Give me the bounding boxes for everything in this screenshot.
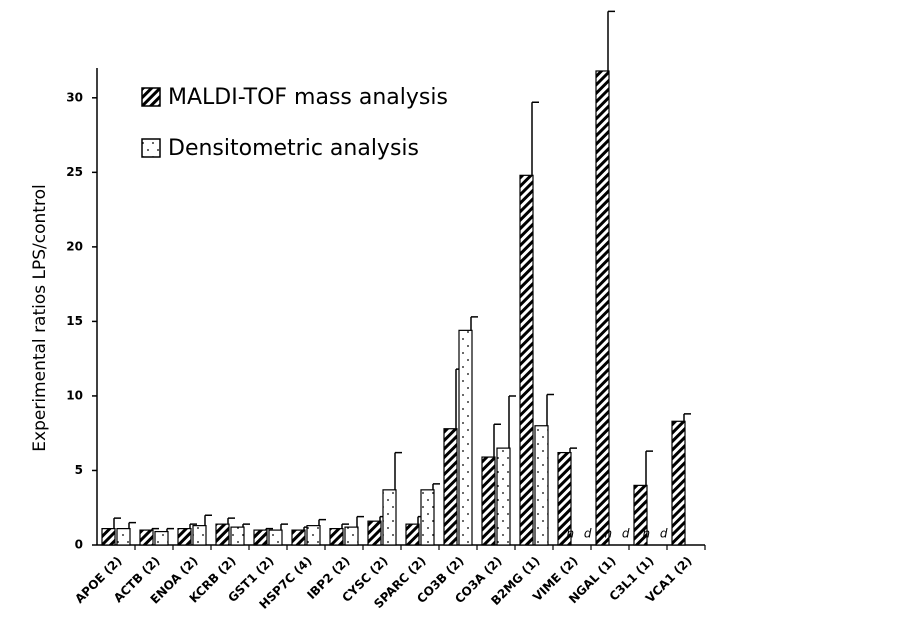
legend-swatch: [141, 138, 161, 158]
legend-label: MALDI-TOF mass analysis: [168, 85, 448, 110]
bar: [268, 529, 283, 546]
bar: [557, 451, 572, 546]
error-bar: [432, 483, 440, 490]
bar: [116, 528, 131, 546]
bar: [405, 523, 420, 546]
bar: [534, 425, 549, 546]
bar: [595, 70, 610, 546]
y-tick-label: 10: [66, 388, 83, 402]
bar: [420, 489, 435, 546]
y-tick-label: 25: [66, 165, 83, 179]
bar: [306, 525, 321, 546]
error-bar: [546, 393, 554, 426]
bar: [458, 329, 473, 546]
bar: [177, 528, 192, 546]
error-bar: [607, 10, 615, 71]
bar: [215, 523, 230, 546]
error-bar: [189, 523, 197, 529]
bar: [253, 529, 268, 546]
value-label: n d: [604, 527, 632, 541]
error-bar: [493, 423, 501, 458]
error-bar: [394, 451, 402, 490]
bar: [192, 525, 207, 546]
error-bar: [280, 523, 288, 531]
y-tick-label: 5: [75, 463, 83, 477]
error-bar: [318, 518, 326, 526]
y-tick-label: 20: [66, 239, 83, 253]
error-bar: [683, 413, 691, 422]
error-bar: [569, 447, 577, 453]
bar: [291, 529, 306, 546]
value-label: n d: [566, 527, 594, 541]
error-bar: [470, 316, 478, 331]
bar: [671, 420, 686, 546]
error-bar: [113, 517, 121, 529]
error-bar: [356, 515, 364, 528]
error-bar: [531, 101, 539, 176]
bar: [519, 174, 534, 546]
error-bar: [128, 521, 136, 529]
bar: [496, 447, 511, 546]
error-bar: [508, 395, 516, 449]
bar: [329, 528, 344, 546]
error-bar: [341, 523, 349, 529]
bar: [481, 456, 496, 546]
y-tick-label: 0: [75, 538, 83, 552]
error-bar: [227, 517, 235, 525]
value-label: n d: [642, 527, 670, 541]
y-tick-label: 15: [66, 314, 83, 328]
legend-swatch: [141, 87, 161, 107]
legend-label: Densitometric analysis: [168, 136, 419, 161]
bar: [344, 526, 359, 546]
y-axis-title: Experimental ratios LPS/control: [30, 184, 50, 451]
bar: [382, 489, 397, 546]
error-bar: [204, 514, 212, 526]
bar: [633, 484, 648, 546]
bar: [139, 529, 154, 546]
bar: [154, 530, 169, 546]
bar: [230, 526, 245, 546]
bar: [367, 520, 382, 546]
bar: [443, 428, 458, 546]
error-bar: [645, 450, 653, 486]
bar: [101, 528, 116, 546]
y-tick-label: 30: [66, 90, 83, 104]
